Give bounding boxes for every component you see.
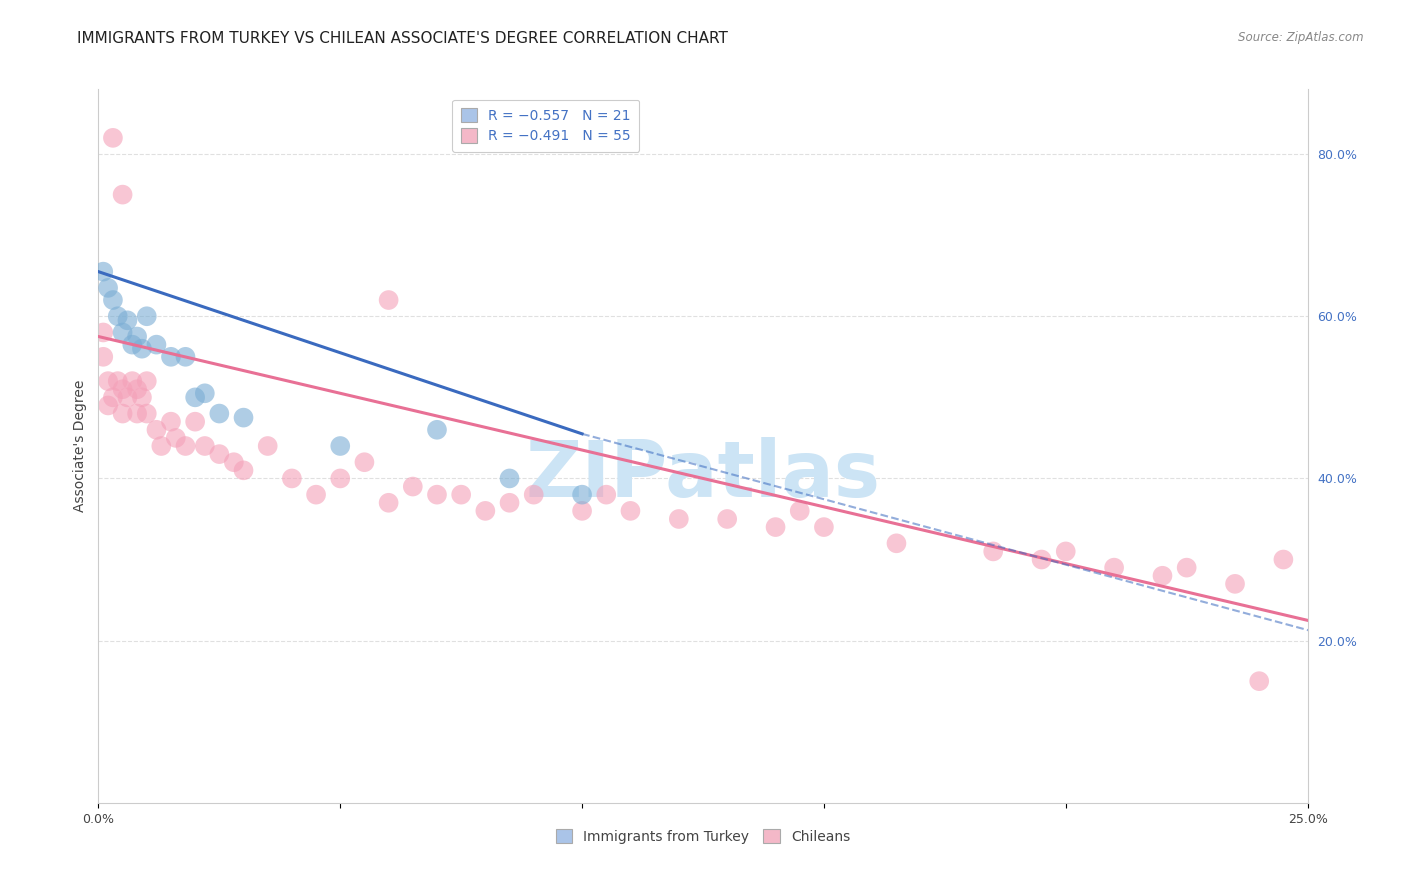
Point xyxy=(377,496,399,510)
Point xyxy=(619,504,641,518)
Point xyxy=(127,329,149,343)
Point xyxy=(450,488,472,502)
Point xyxy=(91,265,114,279)
Point xyxy=(101,131,124,145)
Point xyxy=(981,544,1004,558)
Point xyxy=(150,439,173,453)
Point xyxy=(194,439,217,453)
Point xyxy=(305,488,328,502)
Point xyxy=(131,390,153,404)
Point xyxy=(886,536,908,550)
Point xyxy=(1152,568,1174,582)
Point xyxy=(91,326,114,340)
Point xyxy=(160,350,183,364)
Point xyxy=(107,310,129,324)
Text: Source: ZipAtlas.com: Source: ZipAtlas.com xyxy=(1239,31,1364,45)
Point xyxy=(135,407,157,421)
Point xyxy=(165,431,187,445)
Point xyxy=(111,407,134,421)
Point xyxy=(1054,544,1077,558)
Point xyxy=(353,455,375,469)
Point xyxy=(135,374,157,388)
Point xyxy=(813,520,835,534)
Point xyxy=(184,390,207,404)
Point xyxy=(101,390,124,404)
Text: IMMIGRANTS FROM TURKEY VS CHILEAN ASSOCIATE'S DEGREE CORRELATION CHART: IMMIGRANTS FROM TURKEY VS CHILEAN ASSOCI… xyxy=(77,31,728,46)
Point xyxy=(523,488,546,502)
Point xyxy=(101,293,124,307)
Point xyxy=(571,488,593,502)
Point xyxy=(426,423,449,437)
Point xyxy=(111,326,134,340)
Point xyxy=(131,342,153,356)
Point xyxy=(222,455,245,469)
Point xyxy=(111,382,134,396)
Point xyxy=(174,350,197,364)
Point xyxy=(184,415,207,429)
Point xyxy=(256,439,278,453)
Point xyxy=(498,496,520,510)
Point xyxy=(329,471,352,485)
Point xyxy=(174,439,197,453)
Point xyxy=(127,407,149,421)
Point xyxy=(498,471,520,485)
Point xyxy=(765,520,787,534)
Point xyxy=(97,399,120,413)
Point xyxy=(474,504,496,518)
Point xyxy=(1175,560,1198,574)
Point xyxy=(107,374,129,388)
Point xyxy=(160,415,183,429)
Point xyxy=(571,504,593,518)
Point xyxy=(716,512,738,526)
Y-axis label: Associate's Degree: Associate's Degree xyxy=(73,380,87,512)
Point xyxy=(789,504,811,518)
Point xyxy=(668,512,690,526)
Point xyxy=(281,471,304,485)
Point xyxy=(97,281,120,295)
Point xyxy=(1223,577,1246,591)
Point xyxy=(145,423,167,437)
Point xyxy=(377,293,399,307)
Legend: Immigrants from Turkey, Chileans: Immigrants from Turkey, Chileans xyxy=(550,823,856,849)
Point xyxy=(232,463,254,477)
Text: ZIPatlas: ZIPatlas xyxy=(526,436,880,513)
Point xyxy=(1249,674,1271,689)
Point xyxy=(1102,560,1125,574)
Point xyxy=(1031,552,1053,566)
Point xyxy=(208,447,231,461)
Point xyxy=(208,407,231,421)
Point xyxy=(97,374,120,388)
Point xyxy=(402,479,425,493)
Point xyxy=(121,337,143,351)
Point xyxy=(135,310,157,324)
Point xyxy=(127,382,149,396)
Point xyxy=(1272,552,1295,566)
Point xyxy=(595,488,617,502)
Point xyxy=(329,439,352,453)
Point xyxy=(426,488,449,502)
Point xyxy=(121,374,143,388)
Point xyxy=(194,386,217,401)
Point xyxy=(117,313,139,327)
Point xyxy=(117,390,139,404)
Point xyxy=(232,410,254,425)
Point xyxy=(91,350,114,364)
Point xyxy=(111,187,134,202)
Point xyxy=(145,337,167,351)
